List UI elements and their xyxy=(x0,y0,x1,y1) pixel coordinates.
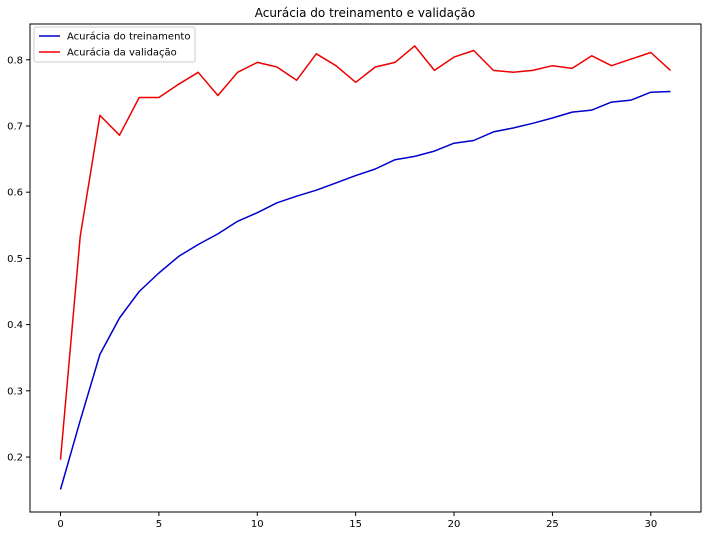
x-tick-label: 25 xyxy=(546,519,559,530)
y-tick-label: 0.2 xyxy=(7,453,23,464)
y-tick-label: 0.3 xyxy=(7,386,23,397)
y-tick-label: 0.7 xyxy=(7,121,23,132)
series-layer xyxy=(59,45,672,490)
y-tick-label: 0.6 xyxy=(7,188,23,199)
series-line-0 xyxy=(59,90,671,490)
y-tick-label: 0.4 xyxy=(7,320,23,331)
plot-area xyxy=(29,23,702,513)
x-tick-label: 30 xyxy=(644,519,657,530)
x-tick-label: 10 xyxy=(251,519,264,530)
y-tick-label: 0.8 xyxy=(7,55,23,66)
x-tick-label: 20 xyxy=(448,519,461,530)
legend-label-val: Acurácia da validação xyxy=(67,47,177,59)
x-tick-label: 0 xyxy=(57,519,63,530)
plot-frame xyxy=(29,23,702,513)
series-line-1 xyxy=(59,45,672,460)
y-tick-label: 0.5 xyxy=(7,254,23,265)
x-axis: 0 5 10 15 20 25 30 xyxy=(57,512,657,530)
chart-title: Acurácia do treinamento e validação xyxy=(255,6,476,20)
x-tick-label: 15 xyxy=(349,519,362,530)
x-tick-label: 5 xyxy=(156,519,162,530)
legend-label-train: Acurácia do treinamento xyxy=(67,31,190,43)
legend: Acurácia do treinamento Acurácia da vali… xyxy=(33,26,196,63)
legend-box xyxy=(33,26,196,63)
y-axis: 0.2 0.3 0.4 0.5 0.6 0.7 0.8 xyxy=(7,55,30,464)
